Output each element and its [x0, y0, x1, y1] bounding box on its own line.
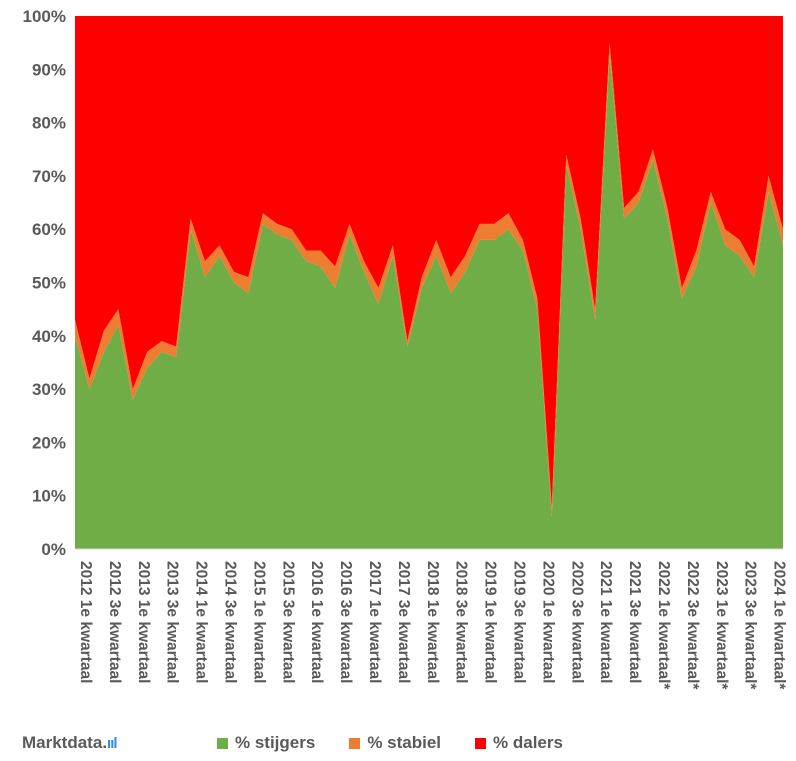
x-tick-label: 2012 3e kwartaal	[106, 561, 123, 683]
legend-item-dalers: % dalers	[475, 733, 563, 753]
x-tick-label: 2017 3e kwartaal	[395, 561, 412, 683]
y-axis: 0% 10% 20% 30% 40% 50% 60% 70% 80% 90% 100%	[23, 7, 66, 559]
x-tick-label: 2021 1e kwartaal	[597, 561, 614, 683]
x-axis: 2012 1e kwartaal 2012 3e kwartaal 2013 1e …	[77, 561, 788, 690]
x-tick-label: 2017 1e kwartaal	[366, 561, 383, 683]
x-tick-label: 2015 3e kwartaal	[279, 561, 296, 683]
x-tick-label: 2015 1e kwartaal	[250, 561, 267, 683]
x-tick-label: 2016 3e kwartaal	[337, 561, 354, 683]
legend-label-dalers: % dalers	[493, 733, 563, 752]
y-tick-label: 60%	[32, 220, 66, 239]
x-tick-label: 2024 1e kwartaal*	[771, 561, 788, 690]
legend-swatch-dalers	[475, 737, 487, 749]
legend-item-stijgers: % stijgers	[217, 733, 315, 753]
legend-swatch-stabiel	[349, 737, 361, 749]
brand-logo: Marktdata.ııl	[22, 733, 118, 753]
legend-label-stabiel: % stabiel	[367, 733, 442, 752]
area-series-stijgers	[75, 53, 783, 550]
x-tick-label: 2018 1e kwartaal	[424, 561, 441, 683]
x-tick-label: 2014 1e kwartaal	[193, 561, 210, 683]
legend-swatch-stijgers	[217, 737, 228, 749]
x-tick-label: 2019 3e kwartaal	[510, 561, 527, 683]
legend: % stijgers % stabiel % dalers	[217, 733, 563, 753]
x-tick-label: 2020 1e kwartaal	[539, 561, 556, 683]
x-tick-label: 2016 1e kwartaal	[308, 561, 325, 683]
x-tick-label: 2019 1e kwartaal	[482, 561, 499, 683]
x-tick-label: 2012 1e kwartaal	[77, 561, 94, 683]
y-tick-label: 40%	[32, 327, 66, 346]
x-tick-label: 2021 3e kwartaal	[626, 561, 643, 683]
legend-label-stijgers: % stijgers	[235, 733, 316, 752]
x-tick-label: 2014 3e kwartaal	[221, 561, 238, 683]
x-tick-label: 2023 1e kwartaal*	[713, 561, 730, 690]
area-series-dalers	[75, 16, 783, 507]
x-tick-label: 2022 3e kwartaal*	[684, 561, 701, 690]
brand-dot: .	[102, 733, 108, 752]
plot-area	[75, 16, 783, 550]
bar-chart-icon: ııl	[107, 735, 117, 752]
brand-name: Marktdata	[22, 733, 103, 752]
x-tick-label: 2018 3e kwartaal	[453, 561, 470, 683]
y-tick-label: 100%	[23, 7, 66, 26]
y-tick-label: 80%	[32, 114, 66, 133]
legend-item-stabiel: % stabiel	[349, 733, 441, 753]
y-tick-label: 20%	[32, 433, 66, 452]
y-tick-label: 10%	[32, 487, 66, 506]
x-tick-label: 2023 3e kwartaal*	[742, 561, 759, 690]
y-tick-label: 50%	[32, 274, 66, 293]
x-tick-label: 2013 3e kwartaal	[164, 561, 181, 683]
y-tick-label: 90%	[32, 60, 66, 79]
x-tick-label: 2013 1e kwartaal	[135, 561, 152, 683]
x-tick-label: 2022 1e kwartaal*	[655, 561, 672, 690]
x-tick-label: 2020 3e kwartaal	[568, 561, 585, 683]
y-tick-label: 30%	[32, 380, 66, 399]
y-tick-label: 0%	[41, 540, 66, 559]
y-tick-label: 70%	[32, 167, 66, 186]
